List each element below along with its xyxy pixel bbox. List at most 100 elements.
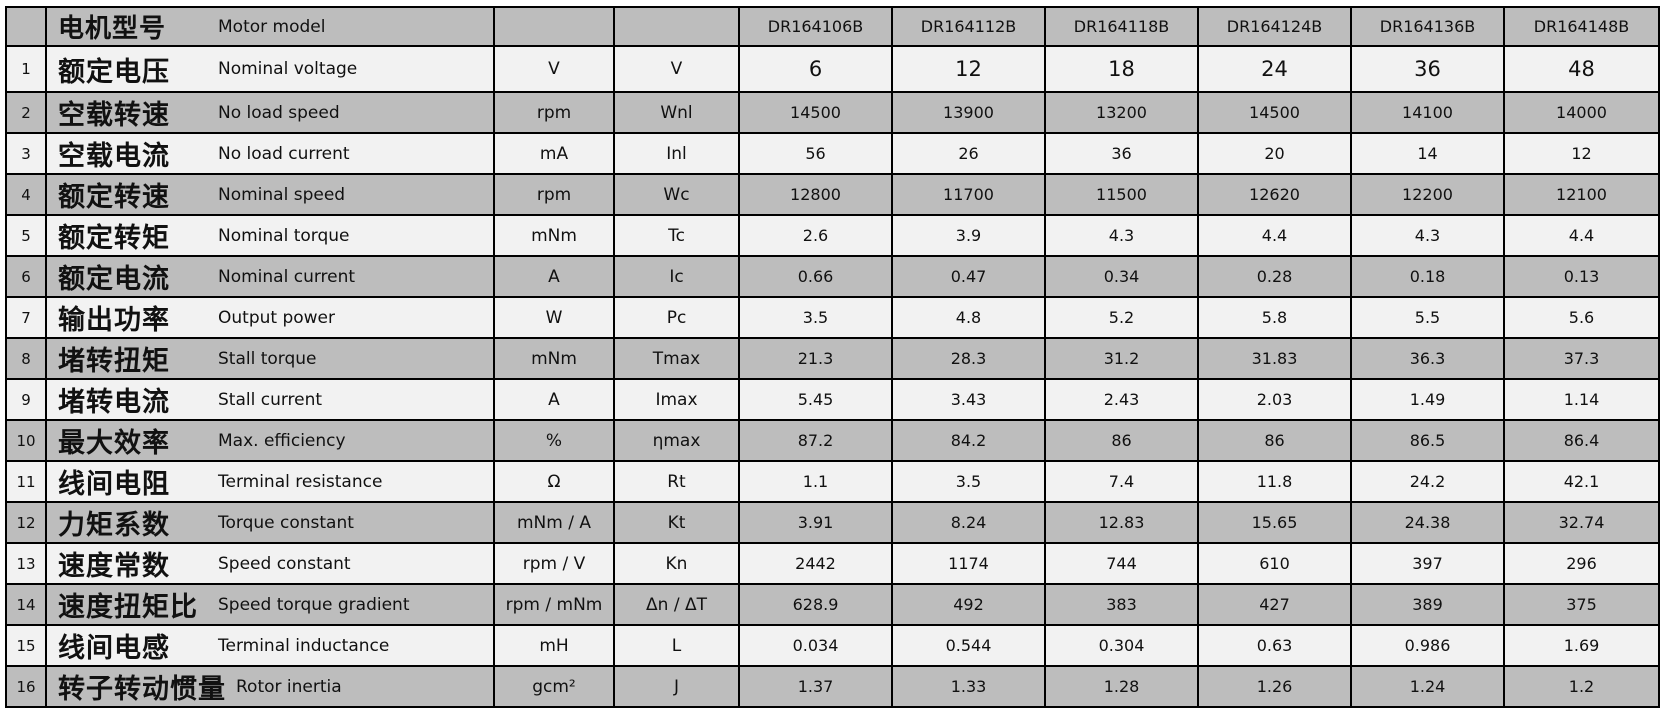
parameter-label: 速度常数 Speed constant xyxy=(48,545,492,582)
value-cell: 0.63 xyxy=(1197,624,1352,667)
row-number-cell: 14 xyxy=(5,583,47,626)
value-cell: 0.66 xyxy=(738,255,893,298)
unit-cell: mNm / A xyxy=(493,501,615,544)
symbol-cell: Ic xyxy=(613,255,740,298)
value-cell: 5.45 xyxy=(738,378,893,421)
symbol-cell: Inl xyxy=(613,132,740,175)
unit-cell: A xyxy=(493,378,615,421)
value-cell: 4.4 xyxy=(1503,214,1660,257)
value-cell: 13200 xyxy=(1044,91,1199,134)
parameter-cell: 堵转扭矩 Stall torque xyxy=(45,337,495,380)
table-row: 16 转子转动惯量 Rotor inertia gcm² J 1.37 1.33 1.28 1.… xyxy=(5,665,1660,708)
table-row: 5 额定转矩 Nominal torque mNm Tc 2.6 3.9 4.3 4.4 4.3 4… xyxy=(5,214,1660,257)
parameter-label: 转子转动惯量 Rotor inertia xyxy=(48,668,492,705)
parameter-name-zh: 额定电流 xyxy=(58,264,170,295)
unit-cell: W xyxy=(493,296,615,339)
table-row: 4 额定转速 Nominal speed rpm Wc 12800 11700 11500 12… xyxy=(5,173,1660,216)
value-cell: 24 xyxy=(1197,45,1352,93)
motor-model-label-en: Motor model xyxy=(218,16,326,37)
parameter-name-zh: 空载转速 xyxy=(58,100,170,131)
value-cell: 7.4 xyxy=(1044,460,1199,503)
value-cell: 18 xyxy=(1044,45,1199,93)
value-cell: 610 xyxy=(1197,542,1352,585)
value-cell: 1.14 xyxy=(1503,378,1660,421)
parameter-name-zh: 空载电流 xyxy=(58,141,170,172)
row-number-cell: 15 xyxy=(5,624,47,667)
motor-spec-table: 电机型号 Motor model DR164106B DR164112B DR1… xyxy=(5,6,1660,708)
symbol-cell: Kn xyxy=(613,542,740,585)
unit-cell: % xyxy=(493,419,615,462)
row-number-cell: 13 xyxy=(5,542,47,585)
value-cell: 14000 xyxy=(1503,91,1660,134)
value-cell: 12.83 xyxy=(1044,501,1199,544)
value-cell: 14100 xyxy=(1350,91,1505,134)
value-cell: 86.4 xyxy=(1503,419,1660,462)
value-cell: 4.3 xyxy=(1044,214,1199,257)
parameter-cell: 额定转速 Nominal speed xyxy=(45,173,495,216)
value-cell: 1174 xyxy=(891,542,1046,585)
parameter-cell: 速度扭矩比 Speed torque gradient xyxy=(45,583,495,626)
table-row: 13 速度常数 Speed constant rpm / V Kn 2442 1174 744… xyxy=(5,542,1660,585)
value-cell: 0.28 xyxy=(1197,255,1352,298)
value-cell: 628.9 xyxy=(738,583,893,626)
value-cell: 56 xyxy=(738,132,893,175)
value-cell: 389 xyxy=(1350,583,1505,626)
value-cell: 12100 xyxy=(1503,173,1660,216)
unit-cell: rpm / V xyxy=(493,542,615,585)
value-cell: 0.13 xyxy=(1503,255,1660,298)
value-cell: 427 xyxy=(1197,583,1352,626)
symbol-cell: ηmax xyxy=(613,419,740,462)
parameter-name-en: Terminal resistance xyxy=(218,471,383,492)
value-cell: 12200 xyxy=(1350,173,1505,216)
value-cell: 8.24 xyxy=(891,501,1046,544)
table-row: 14 速度扭矩比 Speed torque gradient rpm / mNm Δn … xyxy=(5,583,1660,626)
symbol-cell: Kt xyxy=(613,501,740,544)
value-cell: 2.6 xyxy=(738,214,893,257)
parameter-label: 线间电感 Terminal inductance xyxy=(48,627,492,664)
value-cell: 1.33 xyxy=(891,665,1046,708)
parameter-label: 空载转速 No load speed xyxy=(48,94,492,131)
table-row: 6 额定电流 Nominal current A Ic 0.66 0.47 0.34 0.28 0… xyxy=(5,255,1660,298)
value-cell: 296 xyxy=(1503,542,1660,585)
row-number-cell: 12 xyxy=(5,501,47,544)
table-row: 3 空载电流 No load current mA Inl 56 26 36 20 14 12 xyxy=(5,132,1660,175)
parameter-cell: 空载转速 No load speed xyxy=(45,91,495,134)
unit-cell: gcm² xyxy=(493,665,615,708)
symbol-cell: Δn / ΔT xyxy=(613,583,740,626)
value-cell: 87.2 xyxy=(738,419,893,462)
parameter-label: 线间电阻 Terminal resistance xyxy=(48,463,492,500)
model-name: DR164112B xyxy=(891,6,1046,47)
parameter-name-en: Stall current xyxy=(218,389,323,410)
table-header-row: 电机型号 Motor model DR164106B DR164112B DR1… xyxy=(5,6,1660,47)
parameter-label: 空载电流 No load current xyxy=(48,135,492,172)
parameter-cell: 力矩系数 Torque constant xyxy=(45,501,495,544)
parameter-label: 额定电压 Nominal voltage xyxy=(48,50,492,89)
value-cell: 4.8 xyxy=(891,296,1046,339)
parameter-name-en: Output power xyxy=(218,307,335,328)
parameter-name-zh: 线间电阻 xyxy=(58,469,170,500)
parameter-name-en: Terminal inductance xyxy=(218,635,390,656)
parameter-name-en: Stall torque xyxy=(218,348,317,369)
unit-cell: V xyxy=(493,45,615,93)
parameter-label: 堵转电流 Stall current xyxy=(48,381,492,418)
value-cell: 492 xyxy=(891,583,1046,626)
value-cell: 1.2 xyxy=(1503,665,1660,708)
row-number-cell: 4 xyxy=(5,173,47,216)
value-cell: 0.18 xyxy=(1350,255,1505,298)
symbol-cell: Pc xyxy=(613,296,740,339)
value-cell: 1.26 xyxy=(1197,665,1352,708)
value-cell: 12 xyxy=(891,45,1046,93)
symbol-cell: Tmax xyxy=(613,337,740,380)
row-number-cell: 7 xyxy=(5,296,47,339)
parameter-name-en: Torque constant xyxy=(218,512,354,533)
value-cell: 12 xyxy=(1503,132,1660,175)
value-cell: 1.37 xyxy=(738,665,893,708)
value-cell: 1.24 xyxy=(1350,665,1505,708)
value-cell: 0.034 xyxy=(738,624,893,667)
parameter-name-zh: 速度常数 xyxy=(58,551,170,582)
row-number-cell: 16 xyxy=(5,665,47,708)
symbol-cell: Rt xyxy=(613,460,740,503)
value-cell: 4.4 xyxy=(1197,214,1352,257)
unit-cell: mNm xyxy=(493,337,615,380)
